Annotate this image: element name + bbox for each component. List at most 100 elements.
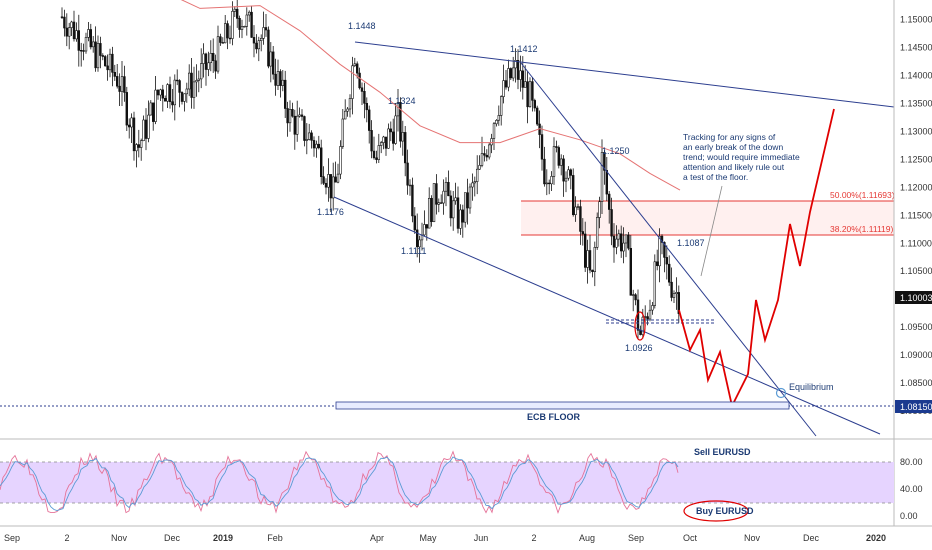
candle-body	[89, 29, 93, 48]
candle-body	[653, 261, 657, 306]
candle-body	[188, 72, 191, 90]
candle-body	[60, 16, 64, 18]
candle-body	[360, 87, 364, 92]
candle-body	[639, 329, 642, 335]
candle-body	[545, 182, 549, 185]
candle-body	[624, 234, 628, 244]
candle-body	[423, 224, 426, 236]
candle-body	[559, 158, 563, 166]
current-price-label: 1.10003	[900, 293, 932, 303]
candle-body	[615, 238, 618, 248]
candle-body	[509, 68, 512, 79]
candle-body	[224, 23, 227, 44]
candle-body	[341, 118, 344, 147]
candle-body	[499, 96, 503, 116]
candle-body	[463, 192, 467, 223]
candle-body	[667, 263, 671, 283]
candle-body	[111, 53, 114, 73]
candle-body	[281, 79, 284, 86]
candle-body	[173, 79, 176, 106]
candle-body	[118, 85, 121, 92]
note-pointer-line	[700, 185, 723, 277]
sell-eurusd-label: Sell EURUSD	[694, 447, 751, 457]
candle-body	[660, 235, 664, 243]
candle-body	[75, 30, 78, 40]
candle-body	[264, 27, 268, 31]
candle-body	[567, 169, 570, 179]
oscillator-band	[0, 462, 894, 503]
candle-body	[125, 92, 129, 126]
candle-body	[116, 76, 119, 87]
candle-body	[267, 29, 270, 67]
osc-tick-label: 0.00	[900, 511, 918, 521]
candle-body	[468, 186, 472, 209]
candle-body	[646, 316, 649, 320]
candle-body	[144, 119, 148, 139]
candle-body	[204, 53, 208, 70]
label-1-1087: 1.1087	[677, 238, 705, 248]
candle-body	[483, 153, 486, 156]
candle-body	[123, 76, 126, 93]
candle-body	[317, 143, 320, 149]
candle-body	[396, 102, 400, 117]
candle-body	[240, 26, 244, 30]
candle-body	[94, 41, 97, 69]
time-tick-label: Dec	[164, 533, 181, 543]
osc-tick-label: 80.00	[900, 457, 923, 467]
time-tick-label: 2020	[866, 533, 886, 543]
fib-label-38: 38.20%(1.11119)	[830, 224, 893, 234]
candle-body	[164, 98, 167, 102]
candle-body	[87, 29, 90, 38]
candle-body	[221, 42, 224, 44]
candle-body	[351, 65, 354, 99]
candle-body	[528, 81, 532, 107]
candle-body	[238, 17, 241, 30]
candle-body	[161, 89, 164, 99]
note-line: an early break of the down	[683, 142, 783, 152]
candle-body	[492, 123, 496, 139]
candle-body	[607, 193, 611, 210]
candle-body	[207, 62, 210, 70]
label-1-1176: 1.1176	[317, 207, 344, 217]
candle-body	[564, 177, 568, 182]
candle-body	[154, 89, 157, 122]
candle-body	[106, 65, 109, 71]
time-tick-label: Nov	[111, 533, 128, 543]
buy-eurusd-circle	[683, 500, 749, 522]
note-line: attention and likely rule out	[683, 162, 785, 172]
candle-body	[384, 136, 388, 149]
candle-body	[593, 247, 597, 272]
candle-body	[533, 100, 537, 109]
candle-body	[612, 235, 616, 248]
buy-eurusd-label: Buy EURUSD	[696, 506, 754, 516]
candle-body	[461, 209, 464, 223]
candle-body	[427, 198, 431, 229]
candle-body	[92, 41, 95, 48]
candle-body	[480, 153, 484, 166]
candle-body	[447, 182, 450, 197]
candle-body	[77, 30, 81, 51]
candle-body	[672, 293, 676, 298]
time-tick-label: 2	[64, 533, 69, 543]
candle-body	[394, 115, 397, 144]
candle-body	[454, 197, 457, 202]
candle-body	[610, 209, 613, 237]
note-line: trend; would require immediate	[683, 152, 800, 162]
candle-body	[307, 132, 311, 140]
candle-body	[358, 72, 361, 89]
candle-body	[569, 169, 573, 176]
candle-body	[257, 40, 260, 50]
candle-body	[233, 8, 236, 12]
candle-body	[586, 250, 589, 268]
candle-body	[331, 176, 335, 199]
candle-body	[200, 63, 203, 80]
label-1-1250: 1.1250	[602, 146, 630, 156]
candle-body	[629, 248, 633, 296]
candle-body	[214, 60, 217, 72]
candle-body	[540, 134, 544, 160]
candle-body	[180, 92, 184, 102]
candle-body	[72, 21, 76, 40]
candle-body	[245, 14, 248, 27]
candle-body	[391, 131, 395, 144]
time-tick-label: May	[419, 533, 437, 543]
